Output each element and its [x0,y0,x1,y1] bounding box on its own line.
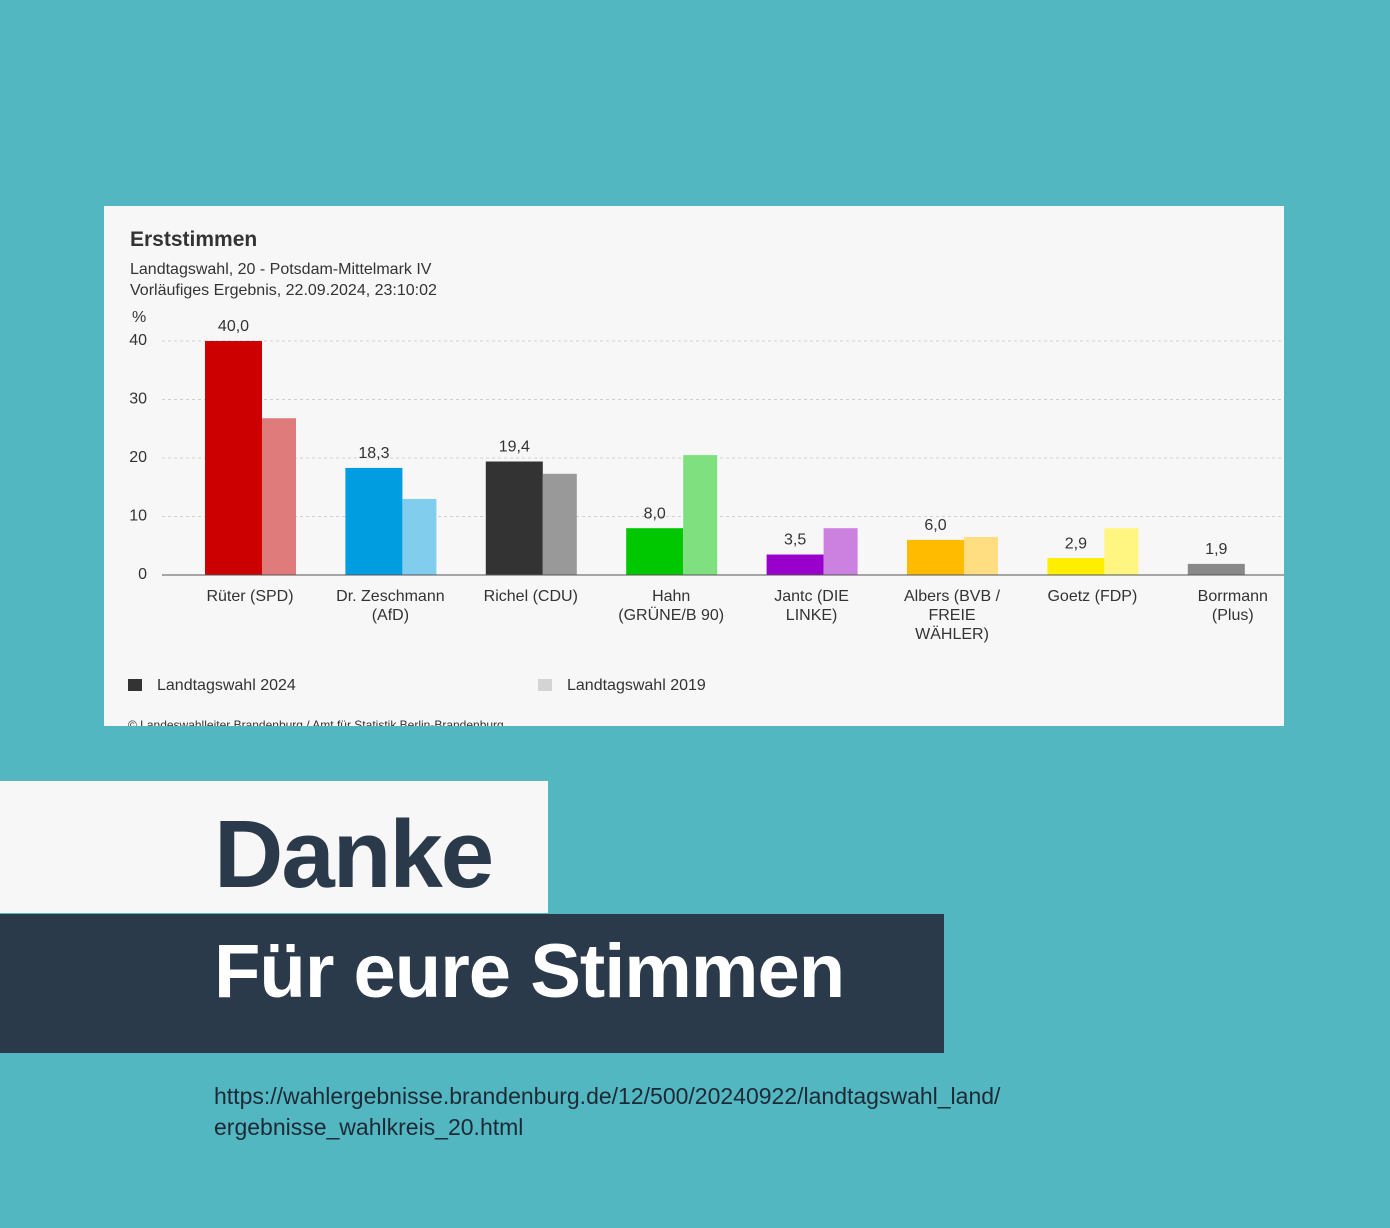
value-label: 19,4 [499,439,530,456]
source: © Landeswahlleiter Brandenburg / Amt für… [128,718,504,726]
value-label: 1,9 [1205,541,1227,558]
bar [485,461,543,575]
value-label: 8,0 [644,505,666,522]
value-label: 2,9 [1065,535,1087,552]
bar [907,539,964,575]
chart-title: Erststimmen [130,228,257,251]
legend-swatch [128,679,142,691]
legend-swatch [538,679,552,691]
x-tick-label: Jantc (DIE LINKE) [774,588,849,624]
bar [345,467,403,575]
bar [205,341,262,575]
bar [626,528,684,575]
bar [823,528,858,575]
bar [1047,558,1105,575]
subheadline: Für eure Stimmen [214,929,845,1014]
bar [262,418,296,575]
value-label: 18,3 [358,445,389,462]
legend-label: Landtagswahl 2024 [157,677,296,694]
x-tick-label: Hahn (GRÜNE/B 90) [618,588,725,624]
value-label: 6,0 [924,517,946,534]
banner-light [0,781,548,913]
y-tick-label: 30 [129,391,147,408]
bar [402,498,437,575]
url: https://wahlergebnisse.brandenburg.de/12… [214,1083,1001,1109]
y-tick-label: 0 [138,566,147,583]
headline: Danke [214,801,494,908]
bar [766,554,824,575]
banner-dark [0,914,944,1053]
url: ergebnisse_wahlkreis_20.html [214,1114,524,1140]
y-tick-label: 10 [129,508,147,525]
subtitle: Landtagswahl, 20 - Potsdam-Mittelmark IV [130,261,432,278]
chart: Erststimmen Landtagswahl, 20 - Potsdam-M… [128,228,1284,726]
x-tick-label: Borrmann (Plus) [1197,588,1268,624]
y-tick-label: 20 [129,449,147,466]
y-tick-label: 40 [129,332,147,349]
legend-label: Landtagswahl 2019 [567,677,706,694]
x-tick-label: Dr. Zeschmann (AfD) [336,588,445,624]
x-tick-label: Albers (BVB / FREIE WÄHLER) [903,588,1001,643]
bar [1187,563,1245,575]
chart-panel: Erststimmen Landtagswahl, 20 - Potsdam-M… [104,206,1284,726]
bar [542,473,577,575]
value-label: 40,0 [218,318,249,335]
bar [1104,528,1139,575]
x-tick-label: Richel (CDU) [483,588,578,605]
x-tick-label: Rüter (SPD) [206,588,294,605]
bar [683,455,718,575]
bar [964,536,998,575]
x-tick-label: Goetz (FDP) [1047,588,1138,605]
value-label: 3,5 [784,532,806,549]
subtitle: Vorläufiges Ergebnis, 22.09.2024, 23:10:… [130,282,437,299]
y-axis-label: % [132,309,146,326]
